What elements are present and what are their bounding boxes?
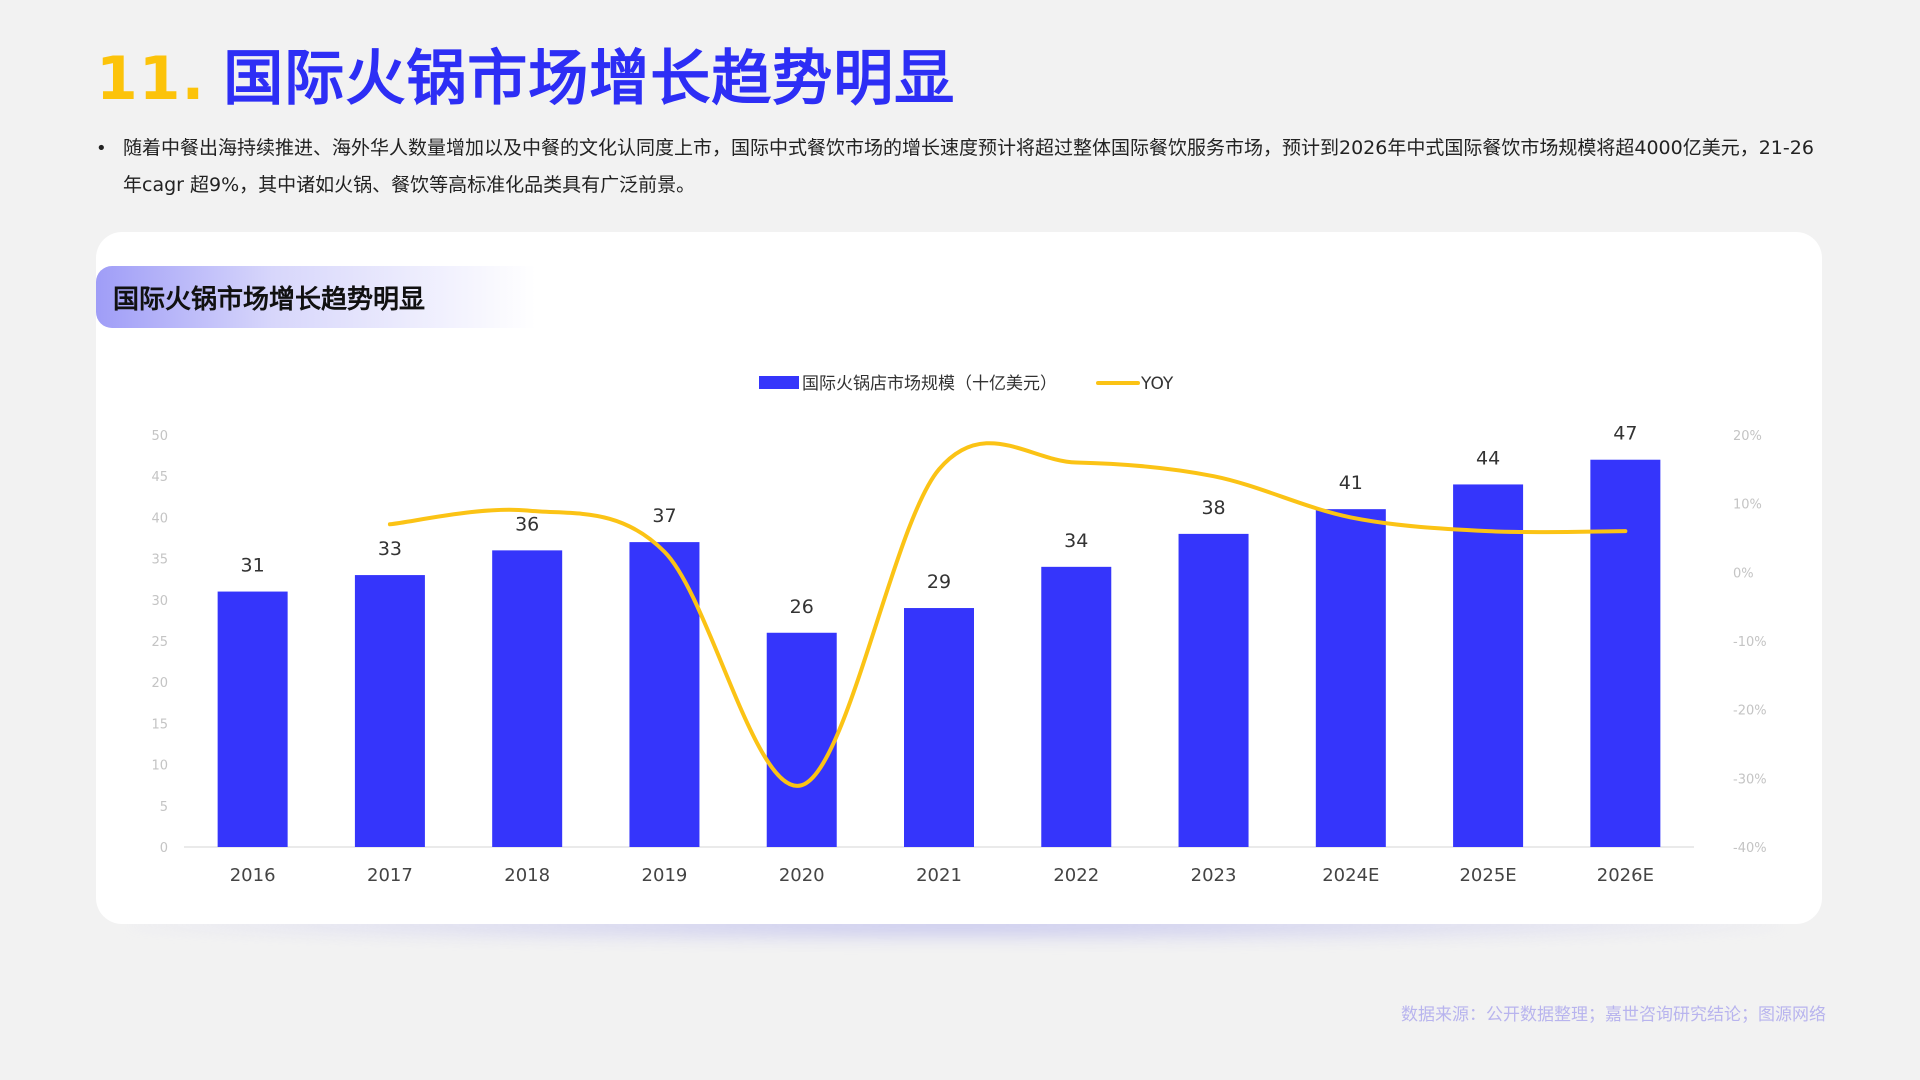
chart-card: 国际火锅市场增长趋势明显 0 5 10 15 20 25 30 35 40 45 50 -40% -30… <box>96 232 1822 924</box>
bar-2019 <box>629 542 700 847</box>
bar-value-label: 29 <box>927 571 951 593</box>
y-left-tick-label: 50 <box>151 429 168 444</box>
summary-paragraph: • 随着中餐出海持续推进、海外华人数量增加以及中餐的文化认同度上市，国际中式餐饮… <box>96 130 1826 204</box>
y-left-tick-label: 0 <box>160 841 168 856</box>
bar-value-label: 47 <box>1613 423 1637 445</box>
x-tick-label: 2025E <box>1459 865 1516 886</box>
page-number: 11. <box>96 44 206 114</box>
yoy-line <box>387 441 1628 788</box>
chart-title-bar: 国际火锅市场增长趋势明显 <box>96 266 536 328</box>
x-tick-label: 2020 <box>779 865 825 886</box>
x-tick-label: 2026E <box>1597 865 1654 886</box>
y-right-tick-label: -20% <box>1733 704 1767 719</box>
combo-chart: 0 5 10 15 20 25 30 35 40 45 50 -40% -30% -20% -10% 0% 10… <box>151 374 1767 886</box>
x-tick-label: 2024E <box>1322 865 1379 886</box>
y-left-tick-label: 25 <box>151 635 168 650</box>
bullet-dot: • <box>96 138 107 159</box>
y-left-tick-label: 15 <box>151 717 168 732</box>
y-left-tick-label: 45 <box>151 470 168 485</box>
y-left-tick-label: 5 <box>160 800 168 815</box>
bar-2025E <box>1453 484 1524 847</box>
bar-2020 <box>766 632 837 847</box>
bar-value-label: 41 <box>1339 472 1363 494</box>
bar-2023 <box>1178 533 1249 847</box>
y-left-tick-label: 20 <box>151 676 168 691</box>
x-tick-label: 2019 <box>642 865 688 886</box>
bar-2021 <box>904 608 974 847</box>
bar-value-label: 26 <box>790 596 814 618</box>
bar-value-label: 44 <box>1476 447 1500 469</box>
x-tick-label: 2023 <box>1191 865 1237 886</box>
x-tick-label: 2021 <box>916 865 962 886</box>
legend-bar-swatch <box>759 376 799 389</box>
bar-value-label: 31 <box>241 555 265 577</box>
bar-value-label: 36 <box>515 513 539 535</box>
y-right-tick-label: -10% <box>1733 635 1767 650</box>
y-left-tick-label: 30 <box>151 594 168 609</box>
bar-value-label: 37 <box>652 505 676 527</box>
y-right-tick-label: -40% <box>1733 841 1767 856</box>
legend-line-label: YOY <box>1140 374 1174 394</box>
y-left-tick-label: 10 <box>151 759 168 774</box>
bar-2024E <box>1315 509 1386 847</box>
x-tick-label: 2017 <box>367 865 413 886</box>
legend-bar-label: 国际火锅店市场规模（十亿美元） <box>802 374 1057 394</box>
bar-2017 <box>354 575 425 847</box>
bar-2026E <box>1590 459 1661 847</box>
y-left-tick-label: 35 <box>151 553 168 568</box>
x-tick-label: 2018 <box>504 865 550 886</box>
y-left-tick-label: 40 <box>151 511 168 526</box>
x-tick-label: 2022 <box>1053 865 1099 886</box>
page-title-text: 国际火锅市场增长趋势明显 <box>223 44 956 114</box>
y-right-tick-label: 10% <box>1733 498 1762 513</box>
bar-2018 <box>492 550 563 847</box>
data-source: 数据来源：公开数据整理；嘉世咨询研究结论；图源网络 <box>1401 1005 1826 1025</box>
bar-2022 <box>1041 566 1112 847</box>
bar-2016 <box>217 591 288 847</box>
chart-title: 国际火锅市场增长趋势明显 <box>113 285 426 315</box>
y-right-tick-label: -30% <box>1733 772 1767 787</box>
bar-value-label: 38 <box>1201 497 1225 519</box>
page-title: 11. 国际火锅市场增长趋势明显 <box>96 30 955 117</box>
y-right-tick-label: 0% <box>1733 566 1754 581</box>
bar-value-label: 34 <box>1064 530 1088 552</box>
summary-text: 随着中餐出海持续推进、海外华人数量增加以及中餐的文化认同度上市，国际中式餐饮市场… <box>123 137 1814 196</box>
y-right-tick-label: 20% <box>1733 429 1762 444</box>
bar-value-label: 33 <box>378 538 402 560</box>
x-tick-label: 2016 <box>230 865 276 886</box>
